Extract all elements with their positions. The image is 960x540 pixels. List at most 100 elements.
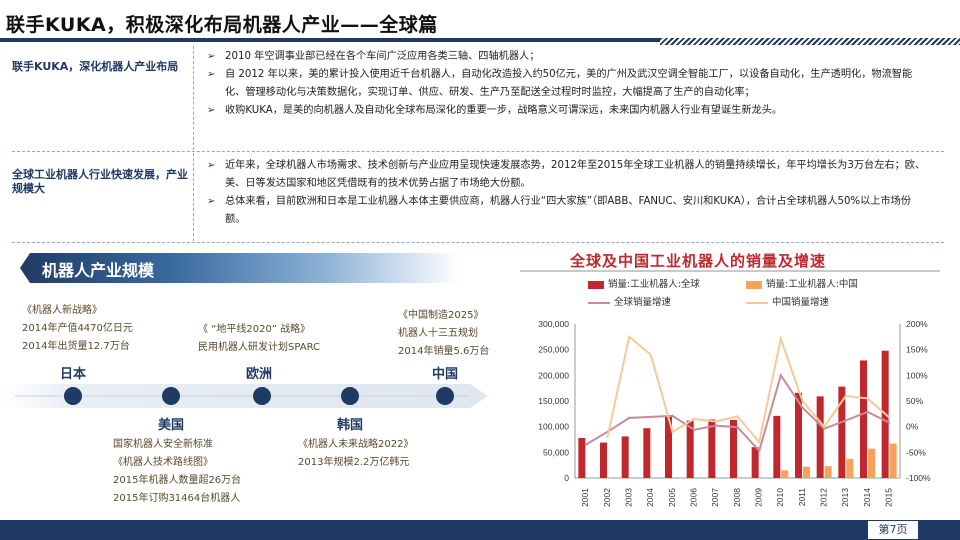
country-label-europe: 欧洲 [246, 367, 273, 382]
page-title: 联手KUKA，积极深化布局机器人产业——全球篇 [6, 14, 438, 36]
chart-title-underline [520, 270, 940, 272]
bar-global [816, 396, 824, 478]
bar-global [686, 420, 694, 478]
x-tick-label: 2004 [645, 488, 655, 507]
bar-global [600, 442, 607, 478]
bar-global [795, 392, 802, 478]
point-global-growth [822, 427, 826, 430]
point-global-growth [801, 406, 804, 409]
arrow-bullet-icon: ➢ [207, 69, 216, 80]
x-tick-label: 2008 [732, 488, 742, 507]
timeline-node-japan [64, 387, 82, 405]
bar-china [868, 448, 875, 478]
country-label-china: 中国 [432, 367, 459, 382]
bar-china [889, 443, 897, 478]
bar-china [803, 466, 810, 478]
bar-global [860, 360, 867, 478]
y-right-tick-label: 200% [906, 319, 928, 329]
arrow-bullet-icon: ➢ [207, 196, 216, 207]
y-left-tick-label: 200,000 [538, 370, 569, 380]
timeline-node-usa [162, 387, 180, 405]
bar-global [751, 447, 759, 478]
row-divider [193, 46, 194, 150]
timeline-node-korea [341, 387, 359, 405]
point-global-growth [779, 374, 783, 377]
timeline-text-japan: 《机器人新战略》 2014年产值4470亿日元 2014年出货量12.7万台 [22, 305, 133, 352]
point-global-growth [866, 410, 869, 413]
bullet-item: ➢ 近年来，全球机器人市场需求、技术创新与产业应用呈现快速发展态势，2012年至2… [207, 157, 927, 193]
y-right-tick-label: 0% [906, 422, 919, 432]
y-right-tick-label: 150% [906, 345, 928, 355]
point-china-growth [714, 420, 718, 423]
bar-global [773, 415, 781, 478]
y-right-tick-label: 100% [906, 370, 928, 380]
legend-item: 全球销量增速 [588, 294, 671, 308]
point-global-growth [627, 416, 631, 420]
bar-china [824, 466, 832, 478]
point-china-growth [779, 337, 783, 341]
bullet-item: ➢ 2010 年空调事业部已经在各个车间广泛应用各类三轴、四轴机器人； [207, 48, 927, 66]
timeline-arrow [0, 384, 488, 408]
bullet-item: ➢ 自 2012 年以来，美的累计投入使用近千台机器人，自动化改造投入约50亿元，… [207, 66, 927, 102]
country-label-usa: 美国 [158, 418, 185, 433]
x-tick-label: 2006 [688, 488, 698, 507]
footer-bar [0, 520, 960, 540]
legend-item: 销量:工业机器人:中国 [746, 276, 858, 290]
x-tick-label: 2001 [580, 488, 590, 507]
arrow-bullet-icon: ➢ [207, 160, 216, 171]
row-separator [12, 151, 944, 152]
country-label-korea: 韩国 [337, 418, 364, 433]
point-china-growth [671, 430, 674, 433]
page-number: 第7页 [868, 521, 918, 539]
x-tick-label: 2015 [883, 488, 893, 507]
point-china-growth [606, 435, 609, 439]
bar-china [781, 470, 789, 478]
sales-chart: 0 50,000 100,000 150,000 200,000 250,000 300,0… [538, 319, 931, 507]
point-global-growth [671, 414, 674, 418]
legend-item: 销量:工业机器人:全球 [588, 276, 700, 290]
timeline-node-europe [253, 387, 271, 405]
y-right-tick-label: -100% [906, 473, 931, 483]
x-tick-label: 2009 [753, 488, 763, 507]
point-china-growth [887, 416, 891, 419]
bar-global [578, 437, 586, 478]
title-divider [0, 38, 960, 45]
bar-global [643, 428, 651, 478]
timeline-node-china [436, 387, 454, 405]
point-global-growth [887, 421, 891, 424]
bullet-item: ➢ 收购KUKA，是美的向机器人及自动化全球布局深化的重要一步，战略意义可谓深远，… [207, 102, 927, 120]
timeline-text-usa: 国家机器人安全新标准 《机器人技术路线图》 2015年机器人数量超26万台 20… [113, 439, 242, 504]
timeline-text-china: 《中国制造2025》 机器人十三五规划 2014年销量5.6万台 [398, 310, 490, 357]
point-global-growth [736, 425, 739, 429]
x-tick-label: 2012 [818, 488, 828, 507]
row-bullets-kuka: ➢ 2010 年空调事业部已经在各个车间广泛应用各类三轴、四轴机器人； ➢ 自 20… [207, 48, 927, 120]
y-right-tick-label: 50% [906, 396, 923, 406]
point-global-growth [649, 415, 653, 419]
y-left-tick-label: 0 [564, 473, 569, 483]
row-label-global: 全球工业机器人行业快速发展，产业规模大 [12, 168, 188, 195]
y-left-tick-label: 250,000 [538, 345, 569, 355]
row-label-kuka: 联手KUKA，深化机器人产业布局 [12, 60, 179, 73]
arrow-bullet-icon: ➢ [207, 51, 216, 62]
bar-global [730, 419, 737, 478]
point-china-growth [801, 399, 804, 403]
section-banner: 机器人产业规模 [20, 253, 460, 283]
legend-swatch [746, 280, 762, 289]
y-right-tick-label: -50% [906, 447, 926, 457]
point-global-growth [584, 443, 588, 446]
bar-global [838, 386, 846, 478]
legend-swatch [588, 301, 610, 304]
y-left-tick-label: 150,000 [538, 396, 569, 406]
point-global-growth [692, 428, 696, 431]
bar-global [621, 436, 629, 478]
arrow-bullet-icon: ➢ [207, 105, 216, 116]
row-divider [193, 153, 194, 241]
bar-global [665, 416, 672, 478]
point-global-growth [714, 424, 718, 427]
point-china-growth [627, 335, 631, 339]
x-tick-label: 2005 [667, 488, 677, 507]
row-bullets-global: ➢ 近年来，全球机器人市场需求、技术创新与产业应用呈现快速发展态势，2012年至2… [207, 157, 927, 229]
y-left-tick-label: 300,000 [538, 319, 569, 329]
point-global-growth [844, 419, 848, 422]
row-separator [12, 242, 944, 243]
